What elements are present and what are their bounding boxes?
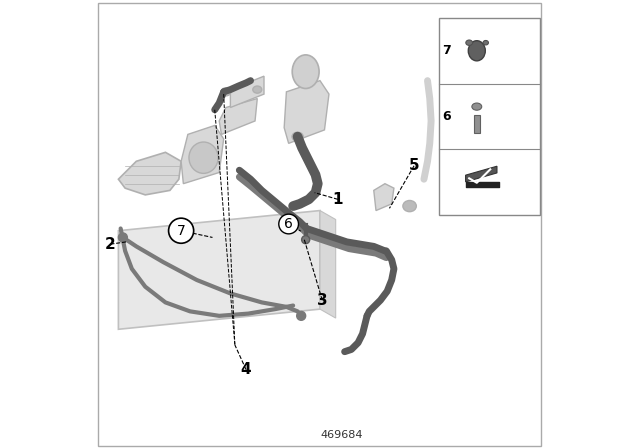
Ellipse shape (472, 103, 482, 110)
Polygon shape (320, 211, 336, 318)
Circle shape (118, 233, 127, 242)
Polygon shape (374, 184, 394, 211)
Circle shape (301, 236, 310, 244)
Text: 6: 6 (284, 217, 293, 231)
Text: 469684: 469684 (320, 430, 362, 439)
Circle shape (279, 214, 298, 234)
Ellipse shape (189, 142, 218, 173)
FancyBboxPatch shape (439, 18, 540, 215)
Bar (474, 115, 480, 133)
Ellipse shape (403, 201, 417, 212)
Text: 7: 7 (442, 44, 451, 57)
Ellipse shape (292, 132, 303, 141)
Polygon shape (220, 99, 257, 134)
Text: 3: 3 (317, 293, 328, 308)
Ellipse shape (483, 40, 488, 45)
Polygon shape (284, 81, 329, 143)
Ellipse shape (292, 55, 319, 89)
Text: 6: 6 (442, 110, 451, 123)
Polygon shape (466, 166, 497, 182)
Text: 2: 2 (105, 237, 116, 252)
Ellipse shape (466, 40, 472, 45)
Polygon shape (230, 76, 264, 108)
Text: 4: 4 (241, 362, 252, 377)
Ellipse shape (468, 41, 485, 61)
Polygon shape (118, 211, 320, 329)
Text: 1: 1 (333, 192, 343, 207)
Text: 7: 7 (177, 224, 186, 238)
Text: 5: 5 (409, 158, 419, 173)
Polygon shape (118, 152, 181, 195)
Circle shape (168, 218, 194, 243)
Ellipse shape (253, 86, 262, 93)
Polygon shape (181, 125, 224, 184)
Ellipse shape (221, 88, 231, 96)
Circle shape (297, 311, 306, 320)
